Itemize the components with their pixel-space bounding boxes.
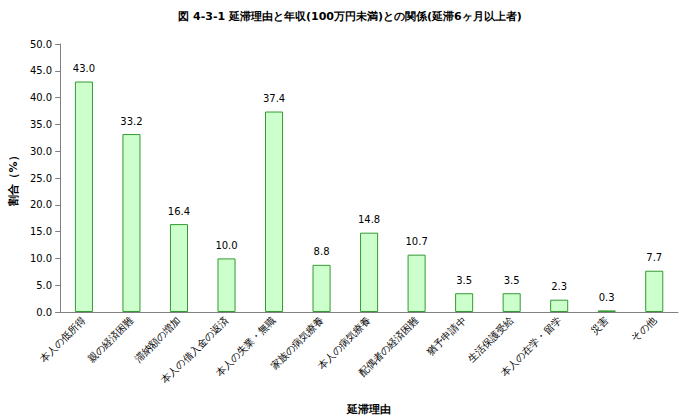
svg-text:延滞理由: 延滞理由 bbox=[346, 403, 391, 416]
svg-text:50.0: 50.0 bbox=[30, 39, 52, 50]
svg-text:3.5: 3.5 bbox=[504, 275, 520, 286]
svg-text:本人の低所得: 本人の低所得 bbox=[38, 314, 88, 364]
svg-text:10.0: 10.0 bbox=[215, 240, 237, 251]
svg-text:40.0: 40.0 bbox=[30, 92, 52, 103]
svg-text:割合（%）: 割合（%） bbox=[7, 150, 20, 206]
svg-text:滞納額の増加: 滞納額の増加 bbox=[133, 314, 183, 364]
svg-text:10.7: 10.7 bbox=[405, 236, 427, 247]
svg-text:8.8: 8.8 bbox=[314, 246, 330, 257]
svg-text:災害: 災害 bbox=[589, 314, 611, 336]
svg-text:図 4-3-1 延滞理由と年収(100万円未満)との関係(延: 図 4-3-1 延滞理由と年収(100万円未満)との関係(延滞6ヶ月以上者) bbox=[178, 10, 521, 23]
svg-text:43.0: 43.0 bbox=[73, 63, 95, 74]
svg-text:家族の病気療養: 家族の病気療養 bbox=[268, 314, 326, 372]
svg-text:配偶者の経済困難: 配偶者の経済困難 bbox=[356, 314, 420, 378]
svg-text:5.0: 5.0 bbox=[36, 280, 52, 291]
svg-text:2.3: 2.3 bbox=[551, 281, 567, 292]
svg-text:本人の失業・無職: 本人の失業・無職 bbox=[214, 314, 278, 378]
svg-text:0.0: 0.0 bbox=[36, 307, 52, 318]
svg-text:30.0: 30.0 bbox=[30, 146, 52, 157]
svg-text:本人の在学・留学: 本人の在学・留学 bbox=[499, 314, 563, 378]
svg-text:10.0: 10.0 bbox=[30, 253, 52, 264]
svg-text:本人の借入金の返済: 本人の借入金の返済 bbox=[159, 314, 231, 386]
svg-text:45.0: 45.0 bbox=[30, 65, 52, 76]
svg-text:生活保護受給: 生活保護受給 bbox=[465, 314, 515, 364]
svg-text:20.0: 20.0 bbox=[30, 199, 52, 210]
svg-text:35.0: 35.0 bbox=[30, 119, 52, 130]
svg-text:親の経済困難: 親の経済困難 bbox=[85, 314, 135, 364]
svg-text:25.0: 25.0 bbox=[30, 173, 52, 184]
svg-text:その他: その他 bbox=[629, 314, 658, 343]
svg-text:7.7: 7.7 bbox=[646, 252, 662, 263]
svg-text:37.4: 37.4 bbox=[263, 93, 285, 104]
svg-text:16.4: 16.4 bbox=[168, 206, 190, 217]
svg-text:猶予申請中: 猶予申請中 bbox=[425, 314, 468, 357]
svg-text:3.5: 3.5 bbox=[456, 275, 472, 286]
svg-text:15.0: 15.0 bbox=[30, 226, 52, 237]
svg-text:14.8: 14.8 bbox=[358, 214, 380, 225]
svg-text:0.3: 0.3 bbox=[599, 292, 615, 303]
svg-text:33.2: 33.2 bbox=[120, 116, 142, 127]
svg-text:本人の病気療養: 本人の病気療養 bbox=[315, 314, 373, 372]
